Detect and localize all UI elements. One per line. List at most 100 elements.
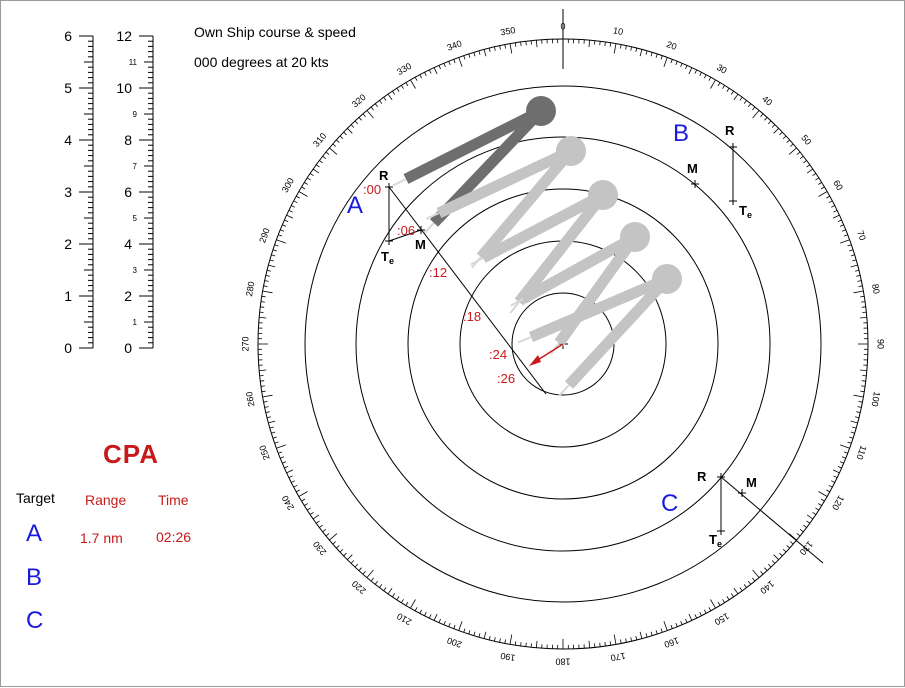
compass-tick: [797, 533, 800, 536]
compass-tick: [359, 117, 362, 120]
compass-tick: [787, 545, 790, 548]
compass-tick: [860, 296, 864, 297]
compass-tick: [704, 75, 706, 79]
compass-tick: [270, 427, 274, 428]
bearing-label: 320: [350, 92, 368, 109]
bearing-label: 110: [854, 444, 868, 461]
left-scale-label: 4: [64, 132, 72, 148]
cpa-row-b-target: B: [26, 564, 42, 592]
compass-tick: [420, 75, 422, 79]
left-scale-label: 0: [64, 340, 72, 356]
right-scale-major-label: 8: [124, 132, 132, 148]
compass-tick: [605, 42, 606, 46]
compass-tick: [484, 632, 486, 639]
bearing-label: 10: [612, 25, 624, 37]
compass-tick: [282, 225, 286, 227]
compass-tick: [323, 529, 326, 532]
compass-tick: [307, 508, 310, 510]
compass-tick: [774, 555, 779, 560]
compass-tick: [411, 600, 416, 609]
compass-tick: [748, 581, 751, 584]
bearing-label: 170: [610, 651, 627, 663]
compass-tick: [789, 148, 797, 155]
range-ring: [460, 241, 666, 447]
compass-tick: [731, 91, 733, 94]
divider-point: [511, 299, 523, 306]
compass-tick: [401, 599, 403, 602]
left-scale-label: 3: [64, 184, 72, 200]
bearing-label: 330: [395, 61, 413, 77]
compass-tick: [275, 442, 279, 443]
label-te-sub-a: e: [389, 256, 394, 266]
divider-point: [424, 223, 434, 233]
compass-tick: [397, 596, 399, 599]
divider-leg: [439, 151, 571, 213]
compass-tick: [826, 196, 830, 198]
compass-tick: [355, 564, 358, 567]
compass-tick: [664, 621, 667, 630]
compass-tick: [723, 85, 725, 88]
compass-tick: [807, 521, 810, 523]
compass-tick: [284, 220, 288, 222]
plot-cross: [717, 473, 725, 481]
compass-tick: [459, 57, 462, 66]
compass-tick: [855, 417, 859, 418]
compass-tick: [807, 169, 813, 173]
bearing-label: 50: [799, 133, 813, 147]
compass-tick: [319, 525, 322, 528]
compass-tick: [449, 623, 451, 627]
cpa-row-a-range: 1.7 nm: [80, 530, 123, 546]
compass-tick: [753, 110, 760, 118]
divider-leg: [531, 279, 667, 337]
compass-tick: [536, 641, 537, 648]
compass-tick: [310, 512, 313, 514]
compass-tick: [284, 466, 288, 468]
compass-tick: [790, 144, 793, 147]
left-scale-label: 5: [64, 80, 72, 96]
compass-tick: [302, 187, 305, 189]
compass-tick: [266, 275, 270, 276]
right-scale-minor-label: 9: [133, 110, 138, 119]
label-m-b: M: [687, 161, 698, 176]
bearing-label: 100: [870, 391, 882, 408]
compass-tick: [262, 391, 266, 392]
compass-tick: [727, 596, 729, 599]
divider-point: [559, 385, 569, 395]
compass-tick: [333, 144, 336, 147]
divider-point: [426, 213, 439, 219]
compass-tick: [406, 83, 408, 86]
left-scale-label: 2: [64, 236, 72, 252]
compass-tick: [859, 286, 863, 287]
target-name-b: B: [673, 120, 689, 147]
compass-tick: [851, 421, 858, 423]
compass-tick: [384, 588, 386, 591]
compass-tick: [651, 52, 652, 56]
compass-tick: [296, 490, 300, 492]
bearing-label: 280: [244, 281, 256, 298]
compass-tick: [371, 107, 374, 110]
compass-tick: [316, 521, 319, 523]
compass-tick: [661, 629, 662, 633]
compass-tick: [263, 291, 273, 293]
compass-tick: [355, 121, 358, 124]
compass-tick: [605, 642, 606, 646]
divider-hinge: [652, 264, 682, 294]
divider-instrument: [393, 96, 556, 233]
compass-tick: [261, 386, 265, 387]
compass-tick: [278, 452, 282, 453]
compass-tick: [744, 100, 747, 103]
bearing-label: 300: [280, 176, 296, 194]
compass-tick: [849, 437, 853, 438]
compass-tick: [454, 625, 455, 629]
right-scale-major-label: 0: [124, 340, 132, 356]
compass-tick: [264, 286, 268, 287]
compass-tick: [854, 395, 864, 397]
compass-tick: [661, 56, 662, 60]
compass-tick: [640, 632, 642, 639]
compass-tick: [734, 588, 738, 594]
bearing-label: 200: [446, 635, 464, 650]
compass-tick: [489, 48, 490, 52]
plot-cross: [417, 226, 425, 234]
compass-tick: [392, 594, 394, 597]
compass-tick: [709, 607, 711, 611]
